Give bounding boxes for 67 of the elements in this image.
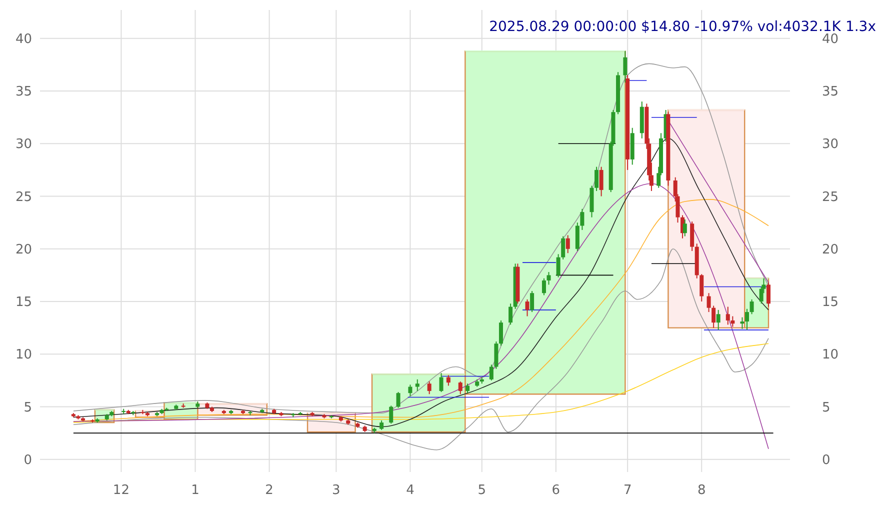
candlestick: [580, 208, 584, 230]
y-tick-label: 40: [15, 32, 32, 47]
candlestick: [498, 320, 503, 346]
candlestick: [494, 341, 498, 370]
candlestick: [427, 380, 432, 395]
candlestick: [542, 278, 546, 296]
y-tick-label: 30: [15, 137, 32, 152]
candlestick: [575, 222, 580, 252]
y2-tick-label: 10: [822, 348, 839, 363]
y-tick-label: 5: [24, 400, 32, 416]
candlestick: [396, 392, 400, 408]
candlestick: [546, 272, 551, 286]
candlestick: [380, 420, 384, 430]
y2-tick-label: 15: [822, 295, 839, 310]
candlestick: [458, 380, 462, 395]
candlestick: [530, 290, 534, 313]
candlestick: [706, 292, 711, 313]
candlestick: [700, 274, 704, 302]
line-series: [73, 138, 769, 428]
candlestick: [556, 254, 560, 278]
candlestick: [740, 316, 744, 330]
candlestick: [508, 303, 513, 326]
candlestick: [682, 218, 687, 237]
x-tick-label: 2: [265, 483, 274, 498]
candlestick: [730, 316, 735, 328]
candlestick: [439, 372, 444, 393]
x-tick-label: 3: [332, 483, 340, 498]
x-tick-label: 7: [623, 483, 632, 498]
candlestick: [525, 298, 530, 317]
x-tick-label: 5: [478, 483, 486, 498]
candlestick: [408, 384, 412, 397]
y2-tick-label: 5: [822, 400, 830, 416]
y2-tick-label: 30: [822, 137, 839, 152]
x-tick-label: 8: [697, 483, 706, 498]
candlestick: [716, 309, 720, 330]
x-tick-label: 12: [112, 483, 130, 498]
y2-tick-label: 0: [822, 452, 830, 468]
y2-tick-label: 20: [822, 242, 839, 258]
candlestick: [489, 364, 494, 381]
y-tick-label: 25: [15, 190, 32, 205]
candlestick: [415, 378, 420, 392]
y2-tick-label: 35: [822, 84, 839, 100]
candlestick: [745, 308, 750, 330]
candlestick: [690, 221, 694, 252]
candlestick: [446, 374, 450, 386]
y-tick-label: 35: [15, 84, 32, 100]
candlestick: [594, 166, 599, 192]
x-tick-label: 4: [406, 483, 414, 498]
candlestick: [623, 50, 628, 84]
candlestick: [599, 166, 604, 197]
x-tick-label: 6: [552, 483, 560, 498]
x-tick-label: 1: [191, 483, 200, 498]
y-tick-label: 15: [15, 295, 32, 310]
line-series: [73, 343, 769, 423]
candlestick: [750, 298, 754, 315]
y-tick-label: 10: [15, 348, 32, 363]
y-tick-label: 20: [15, 242, 32, 258]
y-tick-label: 0: [24, 452, 32, 468]
candlestick: [389, 405, 394, 424]
candlestick: [561, 236, 566, 260]
candlestick: [726, 306, 730, 326]
candlestick: [466, 383, 470, 394]
candlestick: [566, 234, 570, 254]
y2-tick-label: 25: [822, 190, 839, 205]
candlestick: [712, 305, 716, 328]
candlestick: [766, 282, 771, 308]
line-series: [73, 248, 769, 450]
